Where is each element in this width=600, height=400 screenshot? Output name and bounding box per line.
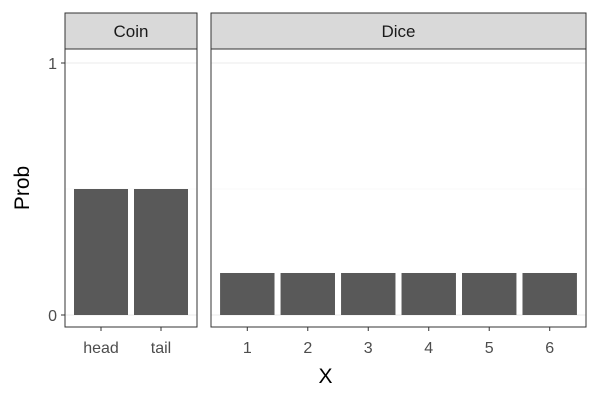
y-tick-label: 1 — [48, 56, 57, 73]
facet-strip — [64, 12, 198, 50]
x-tick-label: tail — [151, 340, 171, 357]
bar-dice-5 — [462, 272, 517, 315]
y-axis-title: Prob — [11, 166, 34, 210]
x-tick-label: 3 — [364, 340, 373, 357]
y-tick-label: 0 — [48, 308, 57, 325]
facet-strip-label: Coin — [114, 22, 149, 41]
x-tick-label: 1 — [243, 340, 252, 357]
facet-coin: head tail Coin — [64, 12, 198, 357]
bar-dice-6 — [522, 272, 577, 315]
bar-dice-2 — [280, 272, 335, 315]
x-tick-label: head — [83, 340, 119, 357]
bar-dice-4 — [401, 272, 456, 315]
y-axis: 01 — [48, 56, 65, 325]
bar-dice-3 — [341, 272, 396, 315]
x-tick-label: 5 — [485, 340, 494, 357]
facet-strip-label: Dice — [381, 22, 415, 41]
x-axis-title: X — [318, 365, 332, 388]
x-tick-label: 6 — [545, 340, 554, 357]
x-tick-label: 2 — [303, 340, 312, 357]
bar-coin-tail — [134, 189, 188, 315]
facet-dice: 1 2 3 4 5 6 Dice — [210, 12, 587, 357]
bar-dice-1 — [220, 272, 275, 315]
x-tick-label: 4 — [424, 340, 433, 357]
bar-coin-head — [74, 189, 128, 315]
facet-strip — [210, 12, 587, 50]
